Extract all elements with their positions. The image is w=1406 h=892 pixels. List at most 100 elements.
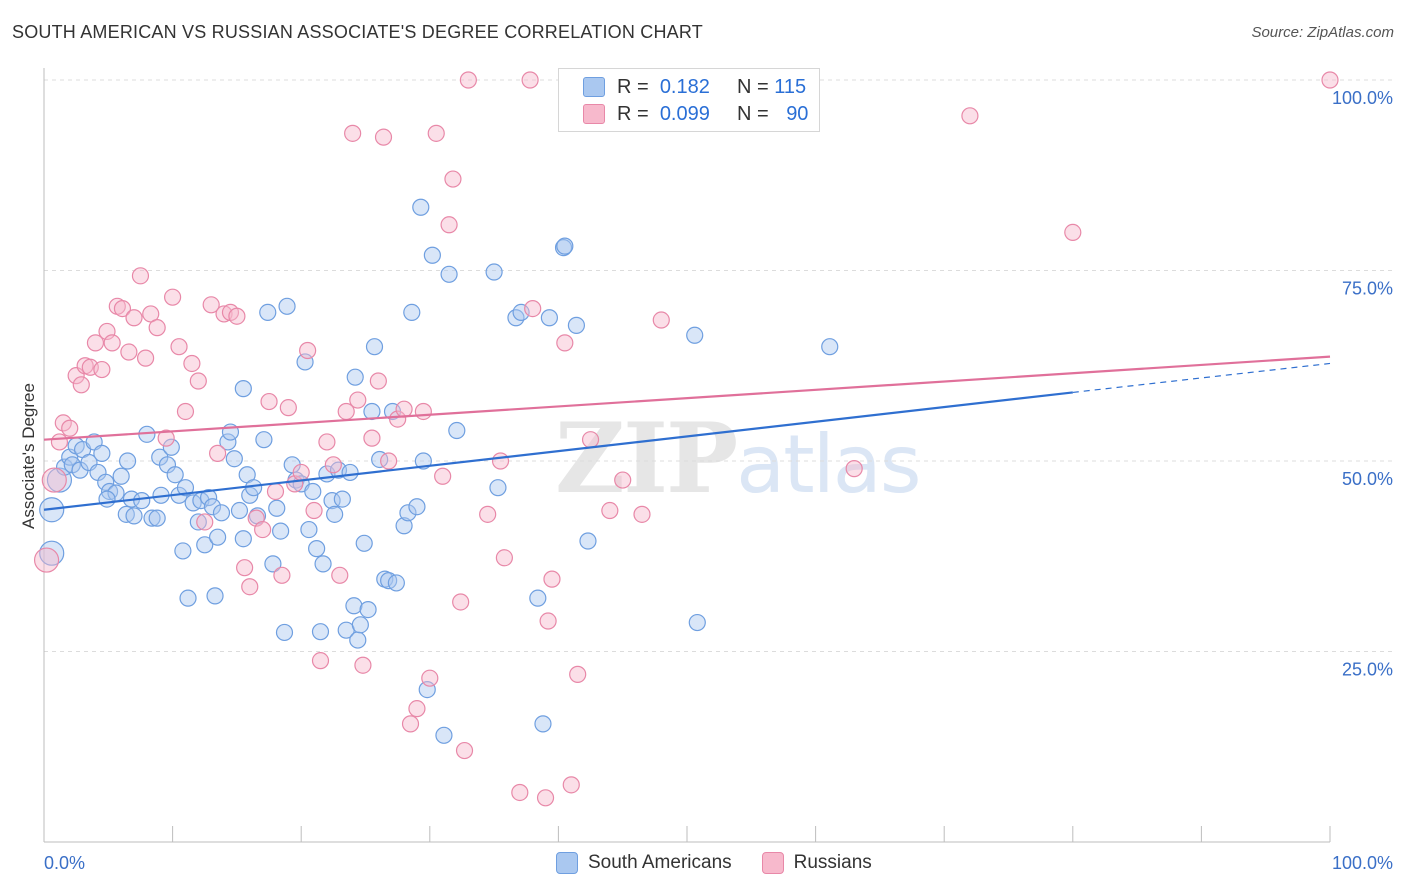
russian-point (120, 343, 138, 361)
russian-point (93, 360, 111, 379)
r-label: R = (617, 75, 649, 98)
correlation-legend: R = 0.182 N = 115 R = 0.099 N = 90 (558, 68, 820, 132)
russian-point (299, 341, 317, 360)
russian-point (380, 452, 398, 470)
russian-point (369, 372, 387, 390)
russian-point (652, 311, 670, 329)
russian-point (581, 431, 600, 449)
south-american-point (821, 338, 839, 356)
legend-row-russians: R = 0.099 N = 90 (583, 102, 808, 126)
south-american-point (93, 444, 111, 462)
south-american-point (529, 589, 547, 607)
south-american-point (448, 421, 466, 440)
russian-point (427, 124, 445, 142)
south-american-point (304, 482, 322, 501)
russian-point (633, 505, 651, 523)
south-american-point (485, 263, 503, 281)
south-american-point (166, 466, 184, 484)
south-american-point (148, 509, 166, 527)
russian-point (196, 513, 214, 531)
n-value: 115 (774, 75, 807, 98)
legend-item-south-americans[interactable]: South Americans (556, 852, 732, 874)
y-tick-label: 25.0% (1342, 660, 1393, 680)
south-american-point (351, 616, 369, 634)
r-value: 0.182 (659, 75, 710, 98)
south-american-point (118, 452, 137, 470)
russian-point (241, 578, 259, 596)
south-american-point (688, 613, 706, 632)
russian-point (455, 741, 474, 760)
south-american-point (686, 326, 704, 344)
russian-point (495, 549, 513, 567)
legend-item-russians[interactable]: Russians (761, 852, 872, 874)
russian-point (479, 505, 497, 523)
axes (43, 68, 1331, 843)
legend-label: Russians (793, 852, 872, 873)
south-american-trendline-extension (1072, 362, 1331, 394)
south-american-point (359, 600, 377, 619)
russian-point (202, 296, 220, 314)
legend-swatch-pink (761, 852, 784, 874)
russian-point (344, 124, 362, 142)
russian-point (562, 776, 580, 794)
russian-point (349, 391, 367, 409)
russian-point (260, 392, 278, 411)
russian-point (1321, 71, 1339, 89)
south-american-point (412, 198, 430, 216)
russian-point (125, 309, 143, 327)
russian-point (444, 170, 462, 188)
russian-point (421, 669, 439, 687)
russian-point (1064, 223, 1082, 241)
watermark-zip: ZIP (555, 402, 738, 515)
r-label: R = (617, 102, 649, 125)
south-american-point (387, 574, 405, 592)
russian-point (543, 570, 561, 588)
russian-point (961, 107, 979, 125)
south-american-point (333, 490, 351, 508)
south-american-point (219, 433, 237, 451)
south-american-point (355, 534, 373, 552)
russian-point (273, 566, 291, 584)
south-american-point (125, 507, 143, 525)
russian-point (142, 305, 160, 323)
y-tick-label: 50.0% (1342, 469, 1393, 489)
south-american-point (365, 338, 384, 356)
russian-point (363, 429, 381, 447)
n-label: N = (736, 75, 769, 98)
south-american-point (98, 490, 116, 508)
south-american-point (308, 540, 326, 558)
tick-labels: 25.0% 50.0% 75.0% 100.0% 0.0% 100.0% Associate… (19, 88, 1393, 873)
russian-point (459, 71, 477, 89)
south-american-point (97, 473, 115, 491)
russian-point (292, 463, 310, 482)
south-american-point (300, 520, 318, 539)
south-american-point (206, 587, 224, 605)
x-tick-label: 0.0% (44, 853, 85, 873)
y-axis-title: Associate's Degree (19, 383, 38, 529)
russian-point (41, 467, 67, 493)
russian-point (569, 665, 587, 683)
russian-point (236, 559, 254, 577)
south-american-point (435, 726, 453, 744)
south-american-point (345, 597, 363, 615)
russian-point (86, 334, 105, 352)
russian-point (524, 300, 542, 318)
south-american-point (200, 488, 218, 507)
russian-point (324, 456, 342, 474)
south-american-point (341, 463, 359, 482)
watermark-atlas: atlas (736, 418, 921, 511)
south-american-point (540, 309, 558, 327)
south-american-point (275, 623, 294, 642)
south-american-point (264, 555, 282, 573)
russian-point (440, 216, 458, 234)
x-tick-label: 100.0% (1332, 853, 1393, 873)
russian-point (311, 652, 330, 670)
south-american-trendline (43, 391, 1073, 511)
russian-point (331, 566, 349, 584)
russian-point (601, 501, 619, 520)
russian-point (103, 334, 121, 352)
chart-title: SOUTH AMERICAN VS RUSSIAN ASSOCIATE'S DE… (12, 22, 703, 42)
south-american-point (174, 542, 192, 560)
south-american-point (255, 431, 273, 449)
